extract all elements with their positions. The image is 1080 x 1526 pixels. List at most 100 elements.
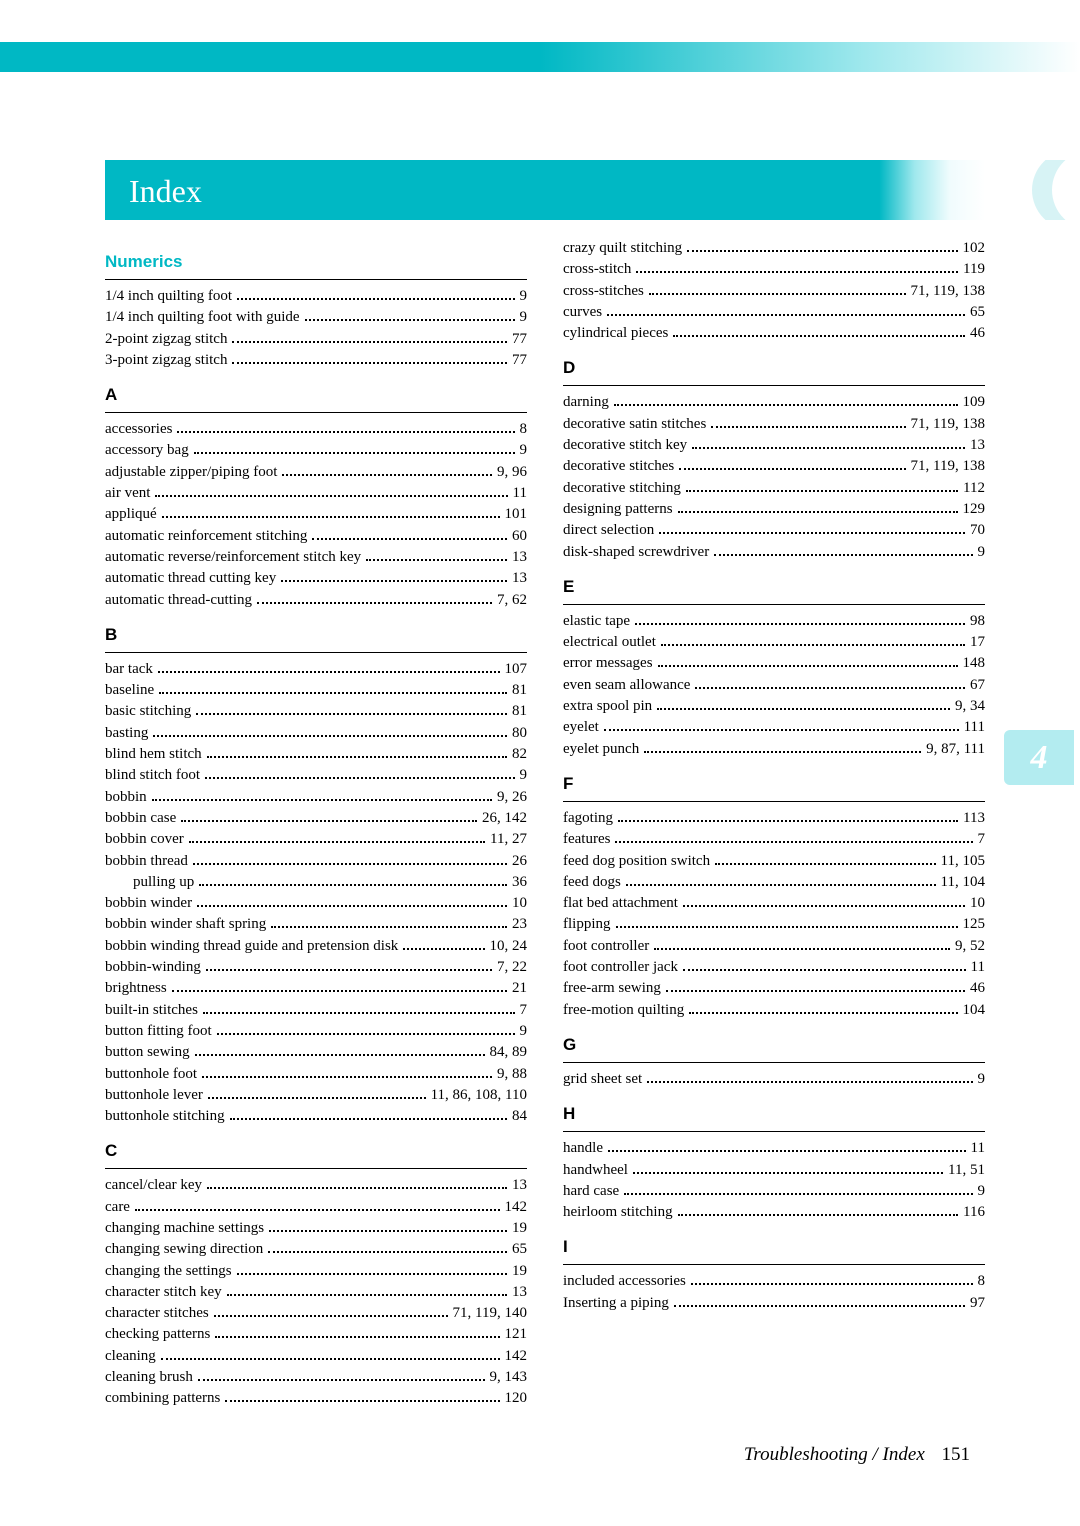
index-term: free-arm sewing <box>563 978 663 999</box>
section-letter: I <box>563 1237 985 1257</box>
index-entry: buttonhole stitching84 <box>105 1106 527 1127</box>
index-term: bobbin winding thread guide and pretensi… <box>105 936 400 957</box>
index-term: bobbin-winding <box>105 957 203 978</box>
index-pages: 9 <box>518 286 528 307</box>
leader-dots <box>679 460 905 471</box>
index-term: 1/4 inch quilting foot with guide <box>105 307 302 328</box>
index-entry: decorative satin stitches71, 119, 138 <box>563 414 985 435</box>
index-term: Inserting a piping <box>563 1293 671 1314</box>
index-entry: bobbin winder shaft spring23 <box>105 914 527 935</box>
index-term: elastic tape <box>563 611 632 632</box>
leader-dots <box>636 263 958 274</box>
index-pages: 9 <box>518 440 528 461</box>
index-content: Numerics1/4 inch quilting foot91/4 inch … <box>105 238 985 1410</box>
index-pages: 65 <box>510 1239 527 1260</box>
index-term: adjustable zipper/piping foot <box>105 462 279 483</box>
index-term: cancel/clear key <box>105 1175 204 1196</box>
leader-dots <box>305 311 515 322</box>
index-pages: 81 <box>510 680 527 701</box>
index-term: free-motion quilting <box>563 1000 686 1021</box>
index-entry: character stitch key13 <box>105 1282 527 1303</box>
index-pages: 8 <box>976 1271 986 1292</box>
leader-dots <box>692 439 965 450</box>
section-letter: B <box>105 625 527 645</box>
index-entry: button sewing84, 89 <box>105 1042 527 1063</box>
index-pages: 8 <box>518 419 528 440</box>
index-term: changing machine settings <box>105 1218 266 1239</box>
index-pages: 142 <box>503 1197 528 1218</box>
index-entry: foot controller jack11 <box>563 957 985 978</box>
leader-dots <box>614 396 958 407</box>
index-term: checking patterns <box>105 1324 212 1345</box>
index-entry: cross-stitch119 <box>563 259 985 280</box>
index-term: cross-stitch <box>563 259 633 280</box>
index-pages: 9 <box>518 307 528 328</box>
index-pages: 9, 87, 111 <box>924 739 985 760</box>
index-term: bobbin cover <box>105 829 186 850</box>
section-letter: H <box>563 1104 985 1124</box>
index-term: eyelet punch <box>563 739 641 760</box>
index-entry: air vent11 <box>105 483 527 504</box>
leader-dots <box>644 742 921 753</box>
index-term: decorative stitches <box>563 456 676 477</box>
index-entry: bobbin case26, 142 <box>105 808 527 829</box>
index-pages: 17 <box>968 632 985 653</box>
index-entry: buttonhole lever11, 86, 108, 110 <box>105 1085 527 1106</box>
index-entry: cross-stitches71, 119, 138 <box>563 281 985 302</box>
index-pages: 102 <box>961 238 986 259</box>
index-pages: 23 <box>510 914 527 935</box>
index-entry: built-in stitches7 <box>105 1000 527 1021</box>
index-entry: heirloom stitching116 <box>563 1202 985 1223</box>
leader-dots <box>232 353 507 364</box>
index-term: handle <box>563 1138 605 1159</box>
index-pages: 125 <box>961 914 986 935</box>
index-term: brightness <box>105 978 169 999</box>
index-pages: 9, 52 <box>953 936 985 957</box>
index-entry: automatic thread-cutting7, 62 <box>105 590 527 611</box>
index-pages: 9 <box>976 1069 986 1090</box>
index-entry: bobbin cover11, 27 <box>105 829 527 850</box>
index-pages: 9, 26 <box>495 787 527 808</box>
leader-dots <box>635 614 965 625</box>
index-pages: 10 <box>510 893 527 914</box>
index-entry: automatic reinforcement stitching60 <box>105 526 527 547</box>
leader-dots <box>227 1285 507 1296</box>
index-entry: basting80 <box>105 723 527 744</box>
leader-dots <box>654 939 950 950</box>
chapter-number: 4 <box>1031 739 1048 776</box>
index-pages: 81 <box>510 701 527 722</box>
index-term: flipping <box>563 914 613 935</box>
index-entry: appliqué101 <box>105 504 527 525</box>
leader-dots <box>657 700 950 711</box>
footer-section: Troubleshooting / Index <box>744 1444 925 1465</box>
index-entry: decorative stitching112 <box>563 478 985 499</box>
index-term: crazy quilt stitching <box>563 238 684 259</box>
index-entry: bobbin9, 26 <box>105 787 527 808</box>
index-term: buttonhole stitching <box>105 1106 227 1127</box>
index-term: 2-point zigzag stitch <box>105 329 229 350</box>
index-term: basic stitching <box>105 701 193 722</box>
index-entry: feed dog position switch11, 105 <box>563 851 985 872</box>
index-entry: bobbin thread26 <box>105 851 527 872</box>
leader-dots <box>205 769 515 780</box>
leader-dots <box>225 1392 499 1403</box>
index-pages: 11 <box>969 1138 985 1159</box>
leader-dots <box>683 961 966 972</box>
index-entry: darning109 <box>563 392 985 413</box>
index-pages: 148 <box>961 653 986 674</box>
index-entry: fagoting113 <box>563 808 985 829</box>
index-term: baseline <box>105 680 156 701</box>
index-term: automatic reinforcement stitching <box>105 526 309 547</box>
index-pages: 98 <box>968 611 985 632</box>
index-pages: 13 <box>510 1175 527 1196</box>
index-term: pulling up <box>105 872 196 893</box>
crescent-icon <box>1010 160 1074 220</box>
index-pages: 13 <box>968 435 985 456</box>
index-pages: 10, 24 <box>488 936 528 957</box>
index-pages: 11 <box>969 957 985 978</box>
index-pages: 10 <box>968 893 985 914</box>
index-entry: foot controller9, 52 <box>563 936 985 957</box>
index-term: automatic thread-cutting <box>105 590 254 611</box>
index-pages: 7 <box>976 829 986 850</box>
top-gradient-bar <box>0 42 1080 72</box>
